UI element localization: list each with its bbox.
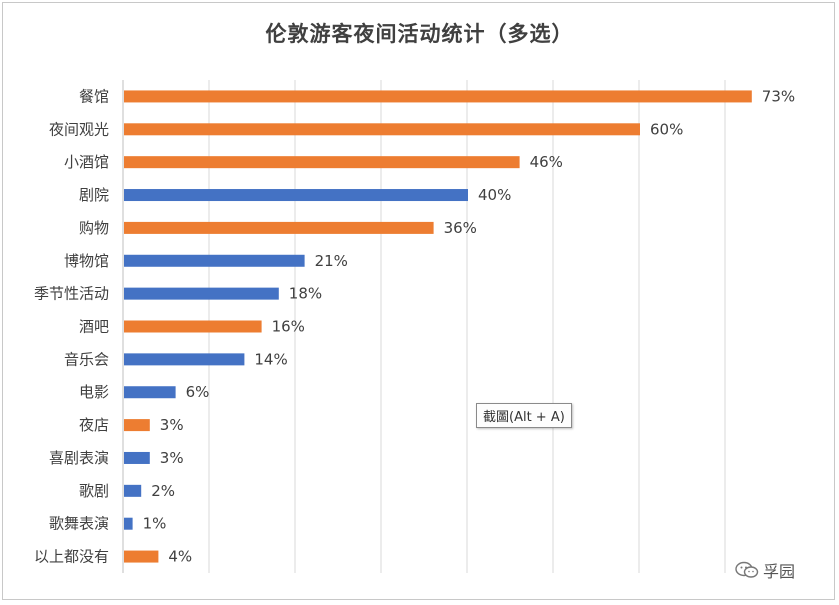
category-label: 购物 (79, 219, 109, 237)
bar (124, 221, 434, 234)
category-label: 小酒馆 (64, 153, 109, 171)
bar (124, 550, 159, 563)
screenshot-tooltip: 截圖(Alt + A) (476, 403, 572, 428)
data-label: 21% (315, 252, 348, 270)
watermark: 孚园 (735, 558, 795, 582)
data-label: 46% (530, 153, 563, 171)
category-label: 以上都没有 (34, 548, 109, 566)
bar (124, 189, 468, 202)
category-label: 喜剧表演 (49, 449, 109, 467)
wechat-icon (735, 561, 759, 578)
data-label: 2% (151, 482, 175, 500)
category-label: 歌剧 (79, 482, 109, 500)
bar (124, 386, 176, 399)
category-label: 夜间观光 (49, 120, 109, 138)
data-label: 1% (143, 515, 167, 533)
bar (124, 451, 150, 464)
category-label: 电影 (79, 383, 109, 401)
category-label: 博物馆 (64, 252, 109, 270)
bar (124, 419, 150, 432)
category-label: 剧院 (79, 186, 109, 204)
category-label: 音乐会 (64, 350, 109, 368)
data-label: 6% (186, 383, 210, 401)
category-label: 酒吧 (79, 318, 109, 336)
bar (124, 484, 142, 497)
category-label: 餐馆 (79, 87, 109, 105)
chart-title: 伦敦游客夜间活动统计（多选） (265, 21, 574, 46)
data-label: 16% (272, 318, 305, 336)
category-label: 季节性活动 (34, 285, 109, 303)
data-label: 73% (762, 87, 795, 105)
category-label: 夜店 (79, 416, 109, 434)
bar (124, 90, 752, 103)
bar (124, 287, 279, 300)
bar (124, 353, 245, 366)
data-label: 60% (650, 120, 683, 138)
data-label: 36% (444, 219, 477, 237)
data-label: 14% (254, 350, 287, 368)
data-label: 40% (478, 186, 511, 204)
bar (124, 254, 305, 267)
bar (124, 517, 133, 530)
bar (124, 320, 262, 333)
watermark-text: 孚园 (763, 562, 796, 581)
bar (124, 123, 640, 136)
data-label: 4% (168, 548, 192, 566)
bar (124, 156, 520, 169)
category-label: 歌舞表演 (49, 515, 109, 533)
data-label: 18% (289, 285, 322, 303)
data-label: 3% (160, 416, 184, 434)
data-label: 3% (160, 449, 184, 467)
